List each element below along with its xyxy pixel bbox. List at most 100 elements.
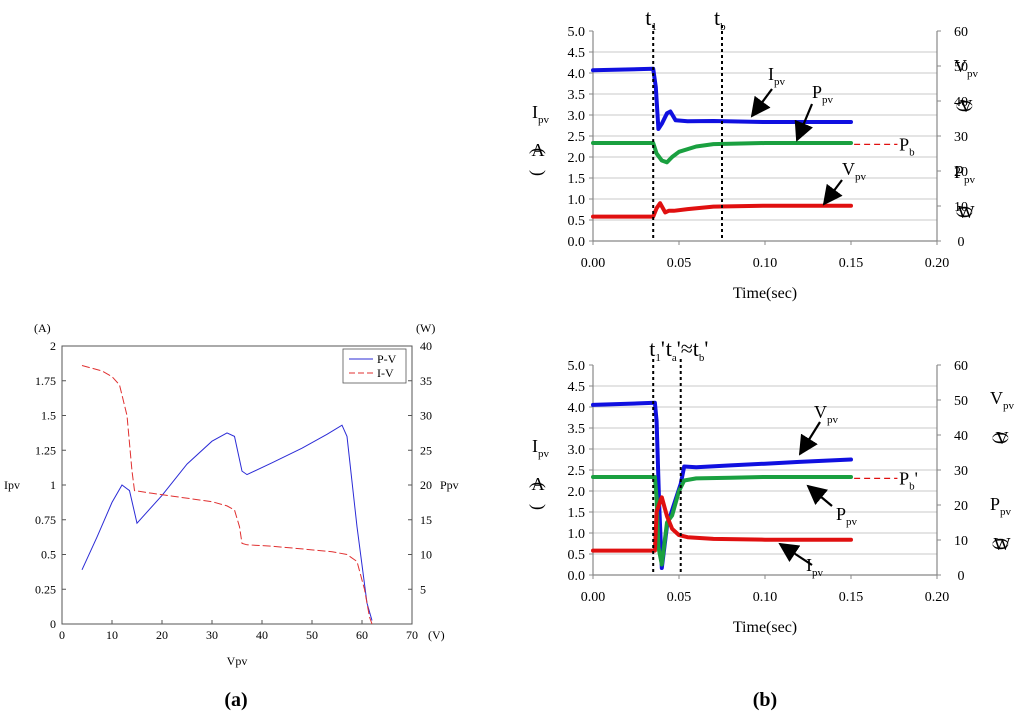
chart-b-bottom-ylabel-right-p-unit: W (994, 534, 1011, 554)
chart-b-top-x-tick-label: 0.10 (753, 256, 778, 271)
chart-b-top-yl-tick-label: 0.0 (568, 235, 586, 250)
chart-b-top-reference-label-part-1: b (909, 146, 915, 158)
chart-b-top-annotation-arrow (794, 103, 814, 142)
chart-b-bottom-annotation-label-part-0: V (814, 402, 827, 422)
chart-b-bottom-x-tick-label: 0.00 (581, 590, 606, 605)
chart-b-bottom-ylabel-right-v-parens: () (991, 432, 1012, 444)
chart-b-top-ylabel-right-v-name-part-0: V (954, 56, 967, 76)
chart-b-top-reference-label: Pb (899, 134, 915, 158)
chart-b-top-x-tick-label: 0.05 (667, 256, 692, 271)
chart-a-yr-tick-label: 15 (420, 513, 432, 527)
chart-b-bottom-marker-label-2-part-1: a (672, 352, 677, 364)
chart-b-bottom-annotation-label-part-1: pv (812, 567, 824, 579)
chart-b-top-marker-label-part-0: t (645, 5, 651, 30)
chart-b-bottom-yl-tick-label: 5.0 (568, 359, 586, 374)
chart-b-top-x-tick-label: 0.20 (925, 256, 950, 271)
chart-a-x-tick-label: 20 (156, 628, 168, 642)
chart-b-bottom-yr-tick-label: 0 (958, 569, 965, 584)
chart-a-yl-tick-label: 1.25 (35, 443, 56, 457)
chart-b-top-yl-tick-label: 2.0 (568, 151, 586, 166)
chart-a-yr-tick-label: 35 (420, 374, 432, 388)
chart-a-caption: (a) (224, 689, 247, 711)
chart-a-x-tick-label: 10 (106, 628, 118, 642)
chart-b-bottom-marker-label-2-part-3: b (699, 352, 705, 364)
chart-b-bottom-marker-label-2-part-4: ' (704, 336, 708, 361)
chart-b-top-x-tick-label: 0.00 (581, 256, 606, 271)
chart-b-top-ylabel-right-v-name: Vpv (954, 56, 979, 80)
chart-b-bottom-marker-label-2: ta'≈tb' (666, 336, 709, 364)
chart-b-bottom-ylabel-left-name-part-0: I (532, 436, 538, 456)
chart-a-yl-tick-label: 1 (50, 478, 56, 492)
chart-b-bottom-reference-label: Pb' (899, 468, 918, 492)
chart-b-top-yl-tick-label: 2.5 (568, 130, 586, 145)
chart-a-frame (61, 345, 413, 625)
chart-b-top-annotation-label-part-1: pv (855, 171, 867, 183)
chart-b-top-marker-label: tb (714, 5, 726, 33)
chart-a-yr-tick-label: 25 (420, 443, 432, 457)
chart-b-bottom-ylabel-right-p-name-part-0: P (990, 494, 1000, 514)
chart-a-yr-tick-label: 30 (420, 409, 432, 423)
chart-b-top-yr-tick-label: 60 (954, 25, 968, 40)
chart-a-yr-tick-label: 40 (420, 339, 432, 353)
chart-b-bottom-yl-tick-label: 1.5 (568, 506, 586, 521)
chart-b-bottom-ylabel-right-v-name-part-1: pv (1003, 400, 1015, 412)
chart-b-bottom-yr-tick-label: 10 (954, 534, 968, 549)
chart-a-xlabel: Vpv (227, 654, 248, 668)
chart-b-top-annotation-arrow (750, 88, 773, 118)
chart-b-bottom-marker-label-1-part-0: t (649, 336, 655, 361)
chart-b-bottom-marker-label-1: t1' (649, 336, 665, 364)
chart-b-bottom-ylabel-right-v-unit: V (996, 428, 1009, 448)
chart-b-bottom-yl-tick-label: 1.0 (568, 527, 586, 542)
chart-b-bottom-yl-tick-label: 0.0 (568, 569, 586, 584)
chart-b-top-ylabel-left-paren-close: ) (528, 170, 549, 176)
chart-b-bottom-ylabel-left-name: Ipv (532, 436, 550, 460)
chart-b-top-series-ipv (591, 201, 853, 219)
chart-b-top-ylabel-left-unit: A (532, 140, 545, 160)
chart-b-bottom-yl-tick-label: 4.5 (568, 380, 586, 395)
chart-b-bottom-ylabel-left-unit: A (532, 474, 545, 494)
chart-b-bottom-marker-label-1-part-1: 1 (655, 352, 661, 364)
chart-b-top-ylabel-right-p-unit: W (958, 202, 975, 222)
chart-b-bottom-ylabel-left-paren-close: ) (528, 504, 549, 510)
chart-a-yl-tick-label: 1.75 (35, 374, 56, 388)
chart-b-top-marker-label-part-0: t (714, 5, 720, 30)
chart-b-bottom-x-tick-label: 0.15 (839, 590, 864, 605)
chart-b-bottom-yl-tick-label: 4.0 (568, 401, 586, 416)
chart-b-top-ylabel-right-p-name-part-1: pv (964, 174, 976, 186)
chart-b-top-yr-tick-label: 30 (954, 130, 968, 145)
chart-b-top-annotation-label-part-0: V (842, 159, 855, 179)
chart-a-left-unit: (A) (34, 321, 51, 335)
chart-b-bottom-annotation-label: Ipv (806, 555, 824, 579)
chart-a-x-tick-label: 40 (256, 628, 268, 642)
chart-b-bottom-yl-tick-label: 3.5 (568, 422, 586, 437)
chart-b-top-yr-tick-label: 0 (958, 235, 965, 250)
chart-b-bottom-x-tick-label: 0.20 (925, 590, 950, 605)
chart-b-bottom-reference-label-part-2: ' (915, 468, 918, 488)
chart-b-top-ylabel-left-name-part-1: pv (538, 114, 550, 126)
chart-b-top-annotation-label-part-1: pv (822, 94, 834, 106)
chart-b-bottom-reference-label-part-0: P (899, 468, 909, 488)
chart-b-top-yl-tick-label: 0.5 (568, 214, 586, 229)
chart-b-top-annotation-label-part-0: P (812, 82, 822, 102)
chart-b-top-yr-tick-label: 10 (954, 200, 968, 215)
chart-b-bottom-annotation-label: Ppv (836, 504, 858, 528)
chart-b-top-annotation-arrow (822, 179, 843, 206)
chart-b-top-annotation-label-part-0: I (768, 64, 774, 84)
chart-a-yr-tick-label: 20 (420, 478, 432, 492)
chart-a-yr-tick-label: 5 (420, 582, 426, 596)
chart-b-top-yl-tick-label: 1.5 (568, 172, 586, 187)
chart-b-top-yr-tick-label: 20 (954, 165, 968, 180)
chart-b-top-yl-tick-label: 4.0 (568, 67, 586, 82)
chart-b-bottom-yl-tick-label: 0.5 (568, 548, 586, 563)
chart-b-top-yl-tick-label: 3.0 (568, 109, 586, 124)
chart-b-top-marker-label-part-1: 1 (651, 21, 657, 33)
chart-a-ylabel-left: Ipv (4, 478, 20, 492)
chart-a-legend-box (342, 348, 407, 384)
chart-b-bottom-yr-tick-label: 40 (954, 429, 968, 444)
chart-b-bottom-annotation-label-part-0: P (836, 504, 846, 524)
chart-b-bottom-annotation-label-part-1: pv (846, 516, 858, 528)
chart-b-bottom-annotation-arrow (778, 542, 813, 566)
chart-a-x-unit: (V) (428, 628, 445, 642)
chart-b-bottom-yr-tick-label: 60 (954, 359, 968, 374)
